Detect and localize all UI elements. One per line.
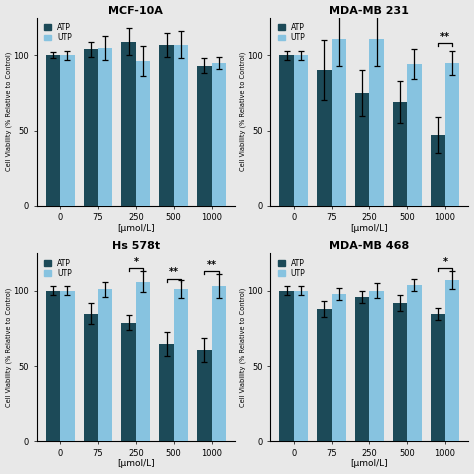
Bar	[407, 285, 421, 441]
Bar	[136, 282, 150, 441]
Bar	[211, 63, 226, 206]
Bar	[407, 64, 421, 206]
Bar	[369, 291, 384, 441]
Bar	[445, 281, 459, 441]
Bar	[332, 294, 346, 441]
Bar	[46, 55, 60, 206]
Title: Hs 578t: Hs 578t	[112, 241, 160, 251]
Bar	[369, 39, 384, 206]
Y-axis label: Cell Viability (% Relative to Control): Cell Viability (% Relative to Control)	[239, 288, 246, 407]
Bar	[197, 66, 211, 206]
Text: **: **	[440, 32, 450, 42]
Bar	[173, 45, 188, 206]
Bar	[60, 55, 74, 206]
Bar	[279, 55, 294, 206]
Bar	[121, 322, 136, 441]
Bar	[279, 291, 294, 441]
Bar	[60, 291, 74, 441]
Bar	[173, 290, 188, 441]
X-axis label: [μmol/L]: [μmol/L]	[351, 224, 388, 233]
Bar	[294, 291, 308, 441]
Bar	[159, 45, 173, 206]
X-axis label: [μmol/L]: [μmol/L]	[351, 459, 388, 468]
Bar	[121, 42, 136, 206]
Text: *: *	[443, 257, 447, 267]
X-axis label: [μmol/L]: [μmol/L]	[117, 224, 155, 233]
Bar	[332, 39, 346, 206]
Bar	[98, 290, 112, 441]
Legend: ATP, UTP: ATP, UTP	[43, 21, 73, 44]
Legend: ATP, UTP: ATP, UTP	[43, 257, 73, 279]
X-axis label: [μmol/L]: [μmol/L]	[117, 459, 155, 468]
Bar	[136, 61, 150, 206]
Legend: ATP, UTP: ATP, UTP	[276, 257, 307, 279]
Bar	[317, 309, 332, 441]
Bar	[393, 102, 407, 206]
Bar	[431, 313, 445, 441]
Text: **: **	[207, 260, 217, 270]
Bar	[393, 303, 407, 441]
Y-axis label: Cell Viability (% Relative to Control): Cell Viability (% Relative to Control)	[6, 288, 12, 407]
Y-axis label: Cell Viability (% Relative to Control): Cell Viability (% Relative to Control)	[6, 52, 12, 172]
Title: MCF-10A: MCF-10A	[109, 6, 164, 16]
Bar	[84, 49, 98, 206]
Bar	[84, 313, 98, 441]
Bar	[317, 70, 332, 206]
Bar	[46, 291, 60, 441]
Bar	[197, 350, 211, 441]
Bar	[355, 93, 369, 206]
Bar	[211, 286, 226, 441]
Text: **: **	[169, 267, 179, 277]
Text: *: *	[133, 257, 138, 267]
Bar	[98, 48, 112, 206]
Bar	[294, 55, 308, 206]
Legend: ATP, UTP: ATP, UTP	[276, 21, 307, 44]
Bar	[159, 344, 173, 441]
Bar	[355, 297, 369, 441]
Title: MDA-MB 231: MDA-MB 231	[329, 6, 410, 16]
Y-axis label: Cell Viability (% Relative to Control): Cell Viability (% Relative to Control)	[239, 52, 246, 172]
Bar	[445, 63, 459, 206]
Bar	[431, 135, 445, 206]
Title: MDA-MB 468: MDA-MB 468	[329, 241, 410, 251]
